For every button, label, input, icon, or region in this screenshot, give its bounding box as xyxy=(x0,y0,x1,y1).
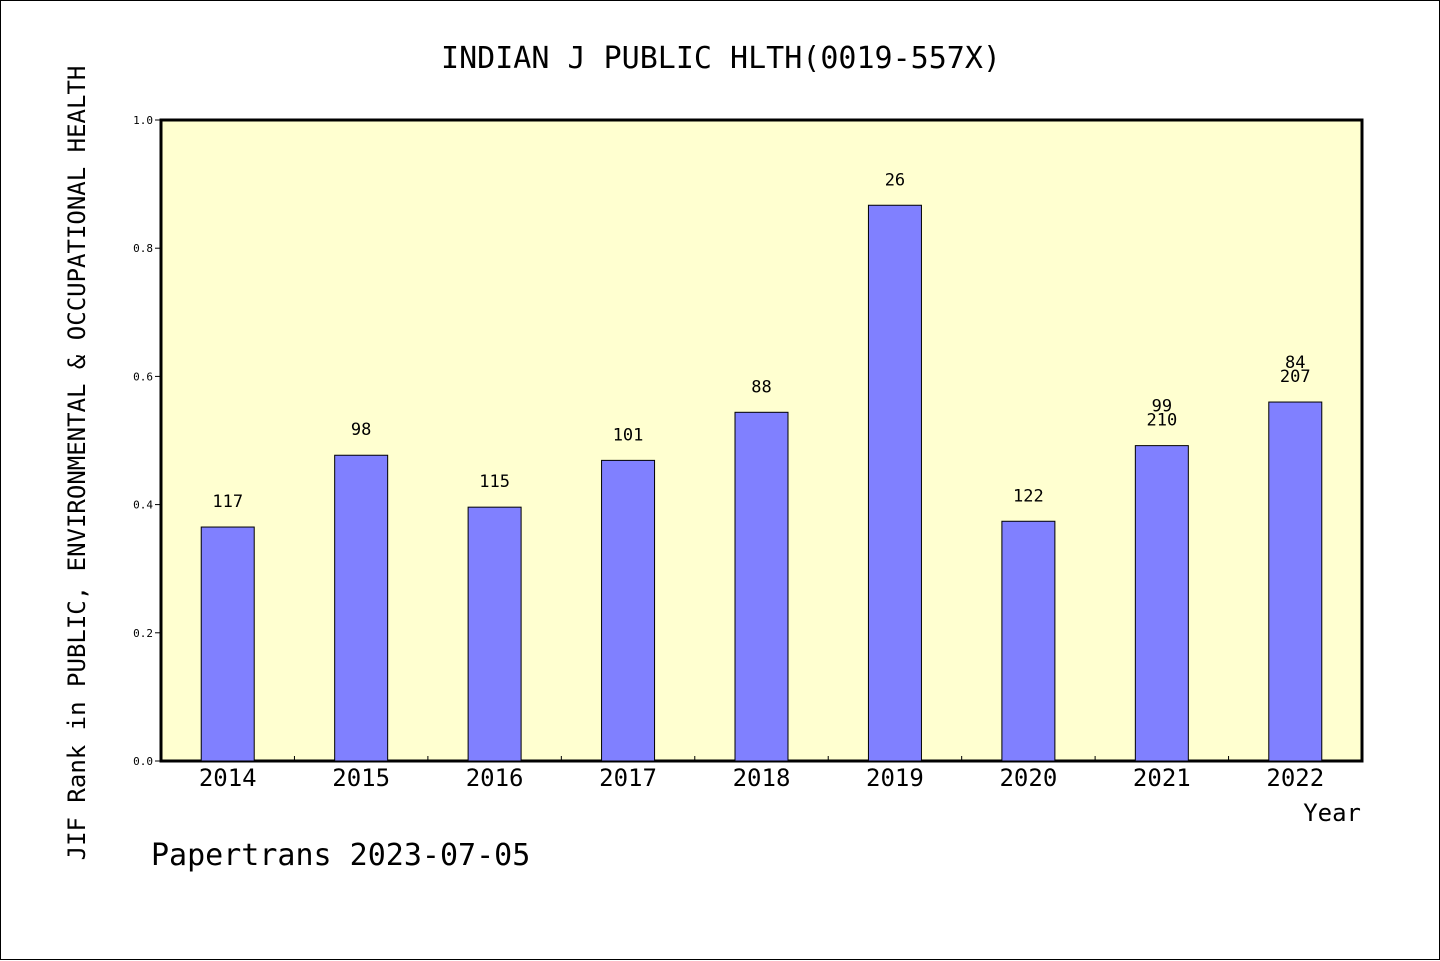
bar-2022 xyxy=(1268,401,1323,762)
chart-title: INDIAN J PUBLIC HLTH(0019-557X) xyxy=(441,41,1001,76)
bar-label-2018: 88 xyxy=(751,377,771,397)
footer-text: Papertrans 2023-07-05 xyxy=(151,838,530,873)
x-tick-label: 2020 xyxy=(999,764,1057,792)
x-tick-label: 2016 xyxy=(466,764,524,792)
y-tick-label: 0.4 xyxy=(133,499,153,512)
x-tick-label: 2015 xyxy=(332,764,390,792)
y-tick-label: 0.6 xyxy=(133,370,153,383)
bar-label-2015: 98 xyxy=(351,420,371,440)
bar-label-2022: 84 xyxy=(1285,353,1305,373)
bar-2018 xyxy=(734,411,789,762)
bar-2016 xyxy=(467,506,522,762)
x-tick-label: 2021 xyxy=(1133,764,1191,792)
bar-label-2016: 115 xyxy=(479,472,510,492)
bar-2021 xyxy=(1134,445,1189,762)
bar-label-2022: 207 xyxy=(1280,367,1311,387)
bar-label-2017: 101 xyxy=(613,425,644,445)
bar-2020 xyxy=(1001,520,1056,762)
y-tick-label: 0.2 xyxy=(133,627,153,640)
x-tick-label: 2018 xyxy=(733,764,791,792)
x-tick-label: 2019 xyxy=(866,764,924,792)
x-tick-label: 2022 xyxy=(1266,764,1324,792)
x-tick-label: 2014 xyxy=(199,764,257,792)
bar-label-2021: 99 xyxy=(1152,397,1172,417)
bar-2019 xyxy=(867,204,922,762)
bar-2014 xyxy=(200,526,255,762)
x-tick-label: 2017 xyxy=(599,764,657,792)
bar-2015 xyxy=(334,454,389,762)
y-tick-label: 1.0 xyxy=(133,114,153,127)
y-tick-label: 0.8 xyxy=(133,242,153,255)
bar-label-2020: 122 xyxy=(1013,486,1044,506)
bar-label-2014: 117 xyxy=(212,492,243,512)
bar-label-2019: 26 xyxy=(885,170,905,190)
x-axis-title: Year xyxy=(1303,799,1361,827)
bar-label-2021: 210 xyxy=(1146,411,1177,431)
y-axis-title: JIF Rank in PUBLIC, ENVIRONMENTAL & OCCU… xyxy=(63,66,91,861)
y-tick-label: 0.0 xyxy=(133,755,153,768)
bar-2017 xyxy=(601,459,656,762)
